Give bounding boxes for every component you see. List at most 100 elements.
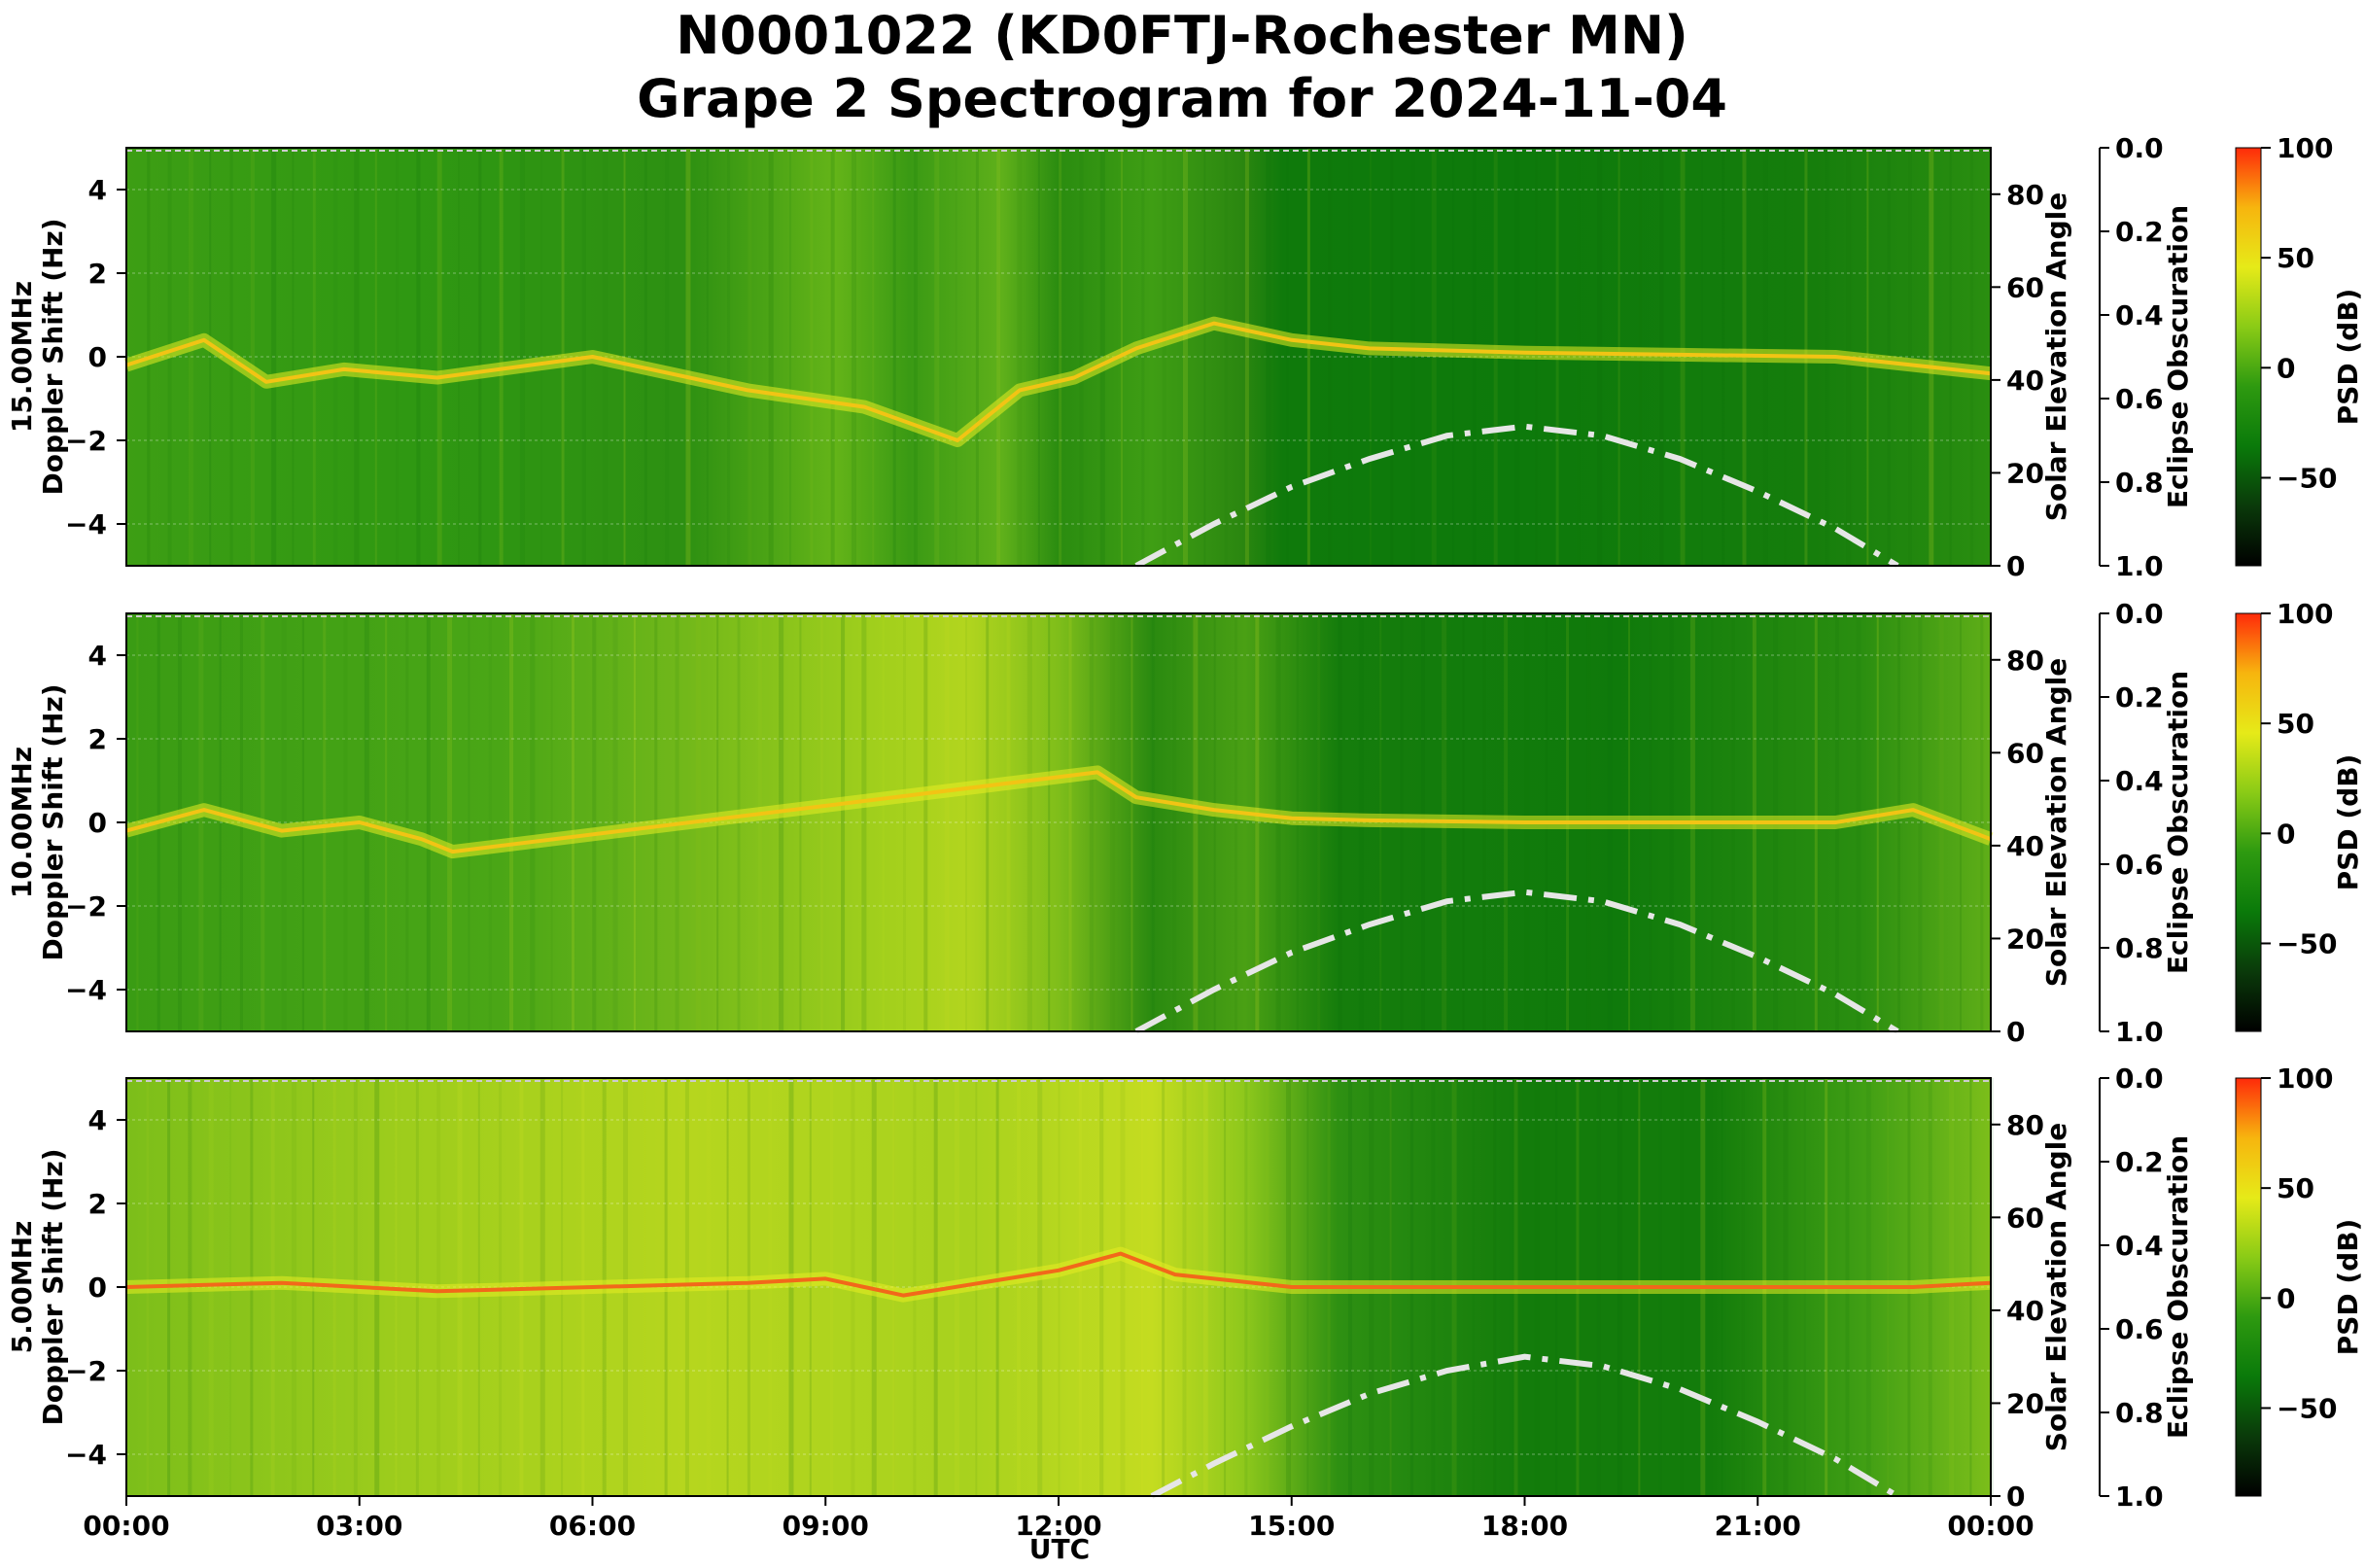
noise-streak: [944, 613, 950, 1031]
eclipse-axis-label: Eclipse Obscuration: [2162, 671, 2194, 974]
y-axis-label-frequency: 5.00MHz: [6, 1221, 38, 1354]
noise-streak: [509, 613, 514, 1031]
colorbar-tick-label: 0: [2277, 1282, 2295, 1314]
noise-streak: [851, 148, 856, 566]
x-tick-label: 00:00: [1947, 1510, 2034, 1542]
colorbar-tick-label: 50: [2277, 708, 2314, 740]
elevation-tick-label: 20: [2006, 457, 2044, 489]
noise-streak: [1141, 148, 1145, 566]
noise-streak: [1369, 148, 1372, 566]
noise-streak: [1089, 613, 1094, 1031]
noise-streak: [1172, 613, 1177, 1031]
noise-streak: [271, 148, 277, 566]
colorbar-label: PSD (dB): [2332, 289, 2364, 426]
elevation-tick-label: 0: [2006, 550, 2025, 582]
noise-streak: [830, 1078, 834, 1496]
noise-streak: [416, 148, 421, 566]
noise-streak: [1202, 1078, 1208, 1496]
colorbar-tick-label: 0: [2277, 352, 2295, 384]
eclipse-tick-label: 1.0: [2115, 1481, 2164, 1513]
x-tick-label: 18:00: [1481, 1510, 1568, 1542]
noise-streak: [913, 148, 918, 566]
noise-streak: [1224, 1078, 1227, 1496]
noise-streak: [964, 613, 967, 1031]
colorbar-tick-label: −50: [2277, 927, 2337, 959]
y-tick-label: 0: [88, 807, 107, 839]
eclipse-tick-label: 0.8: [2115, 1397, 2164, 1429]
y-tick-label: −2: [65, 890, 107, 923]
noise-streak: [685, 148, 691, 566]
noise-streak: [1059, 148, 1062, 566]
eclipse-tick-label: 0.8: [2115, 932, 2164, 964]
noise-streak: [478, 148, 482, 566]
colorbar-tick-label: 100: [2277, 132, 2333, 164]
colorbar-tick-label: 100: [2277, 598, 2333, 630]
x-tick-label: 06:00: [549, 1510, 636, 1542]
y-tick-label: −4: [65, 508, 107, 540]
carrier-trace: [125, 770, 1992, 854]
noise-streak: [1068, 613, 1072, 1031]
carrier-trace: [125, 1251, 1992, 1298]
noise-streak: [902, 613, 906, 1031]
noise-streak: [986, 613, 990, 1031]
y-tick-label: −4: [65, 1439, 107, 1471]
y-axis-label-doppler: Doppler Shift (Hz): [37, 683, 69, 960]
y-tick-label: 4: [88, 640, 107, 672]
noise-streak: [209, 148, 212, 566]
noise-streak: [1140, 1078, 1143, 1496]
figure-title-line2: Grape 2 Spectrogram for 2024-11-04: [637, 68, 1727, 129]
noise-streak: [1183, 148, 1189, 566]
noise-streak: [779, 613, 784, 1031]
noise-streak: [612, 613, 618, 1031]
y-axis-label-frequency: 15.00MHz: [6, 281, 38, 433]
x-tick-label: 12:00: [1015, 1510, 1101, 1542]
noise-streak: [1120, 1078, 1126, 1496]
noise-streak: [1048, 613, 1051, 1031]
noise-streak: [923, 613, 928, 1031]
eclipse-tick-label: 1.0: [2115, 1016, 2164, 1048]
noise-streak: [488, 613, 492, 1031]
noise-streak: [1980, 613, 1984, 1031]
noise-streak: [436, 148, 442, 566]
elevation-tick-label: 20: [2006, 1387, 2044, 1419]
noise-streak: [385, 613, 388, 1031]
y-axis-label-doppler: Doppler Shift (Hz): [37, 1148, 69, 1425]
elevation-tick-label: 80: [2006, 645, 2044, 677]
panel-5mhz: 420−2−45.00MHz Doppler Shift (Hz)02040608…: [6, 1063, 2364, 1513]
noise-streak: [1266, 148, 1271, 566]
noise-streak: [292, 148, 295, 566]
colorbar-tick-label: −50: [2277, 462, 2337, 494]
noise-streak: [396, 148, 400, 566]
eclipse-tick-label: 1.0: [2115, 550, 2164, 582]
colorbar-tick-label: 50: [2277, 1172, 2314, 1204]
eclipse-tick-label: 0.6: [2115, 849, 2164, 881]
noise-streak: [955, 148, 957, 566]
y-tick-label: 4: [88, 174, 107, 206]
colorbar-label: PSD (dB): [2332, 1219, 2364, 1356]
noise-streak: [706, 148, 709, 566]
solar-elevation-curve: [1150, 1353, 1899, 1499]
colorbar-tick-label: −50: [2277, 1392, 2337, 1424]
elevation-tick-label: 0: [2006, 1016, 2025, 1048]
noise-streak: [1130, 613, 1133, 1031]
y-tick-label: 0: [88, 1272, 107, 1304]
elevation-tick-label: 80: [2006, 179, 2044, 211]
eclipse-tick-label: 0.4: [2115, 299, 2164, 331]
panel-10mhz: 420−2−410.00MHz Doppler Shift (Hz)0204060…: [6, 598, 2364, 1048]
noise-streak: [1306, 148, 1310, 566]
elevation-tick-label: 0: [2006, 1481, 2025, 1513]
elevation-axis-label: Solar Elevation Angle: [2040, 658, 2072, 987]
noise-streak: [1224, 148, 1228, 566]
noise-streak: [219, 613, 222, 1031]
noise-streak: [374, 148, 377, 566]
eclipse-tick-label: 0.6: [2115, 1313, 2164, 1345]
eclipse-tick-label: 0.8: [2115, 467, 2164, 499]
y-tick-label: −2: [65, 425, 107, 457]
psd-colorbar: [2235, 147, 2262, 567]
noise-streak: [1213, 613, 1216, 1031]
eclipse-axis-label: Eclipse Obscuration: [2162, 205, 2194, 508]
noise-streak: [1235, 613, 1238, 1031]
colorbar-tick-label: 50: [2277, 242, 2314, 274]
noise-streak: [530, 613, 536, 1031]
noise-streak: [1328, 148, 1333, 566]
